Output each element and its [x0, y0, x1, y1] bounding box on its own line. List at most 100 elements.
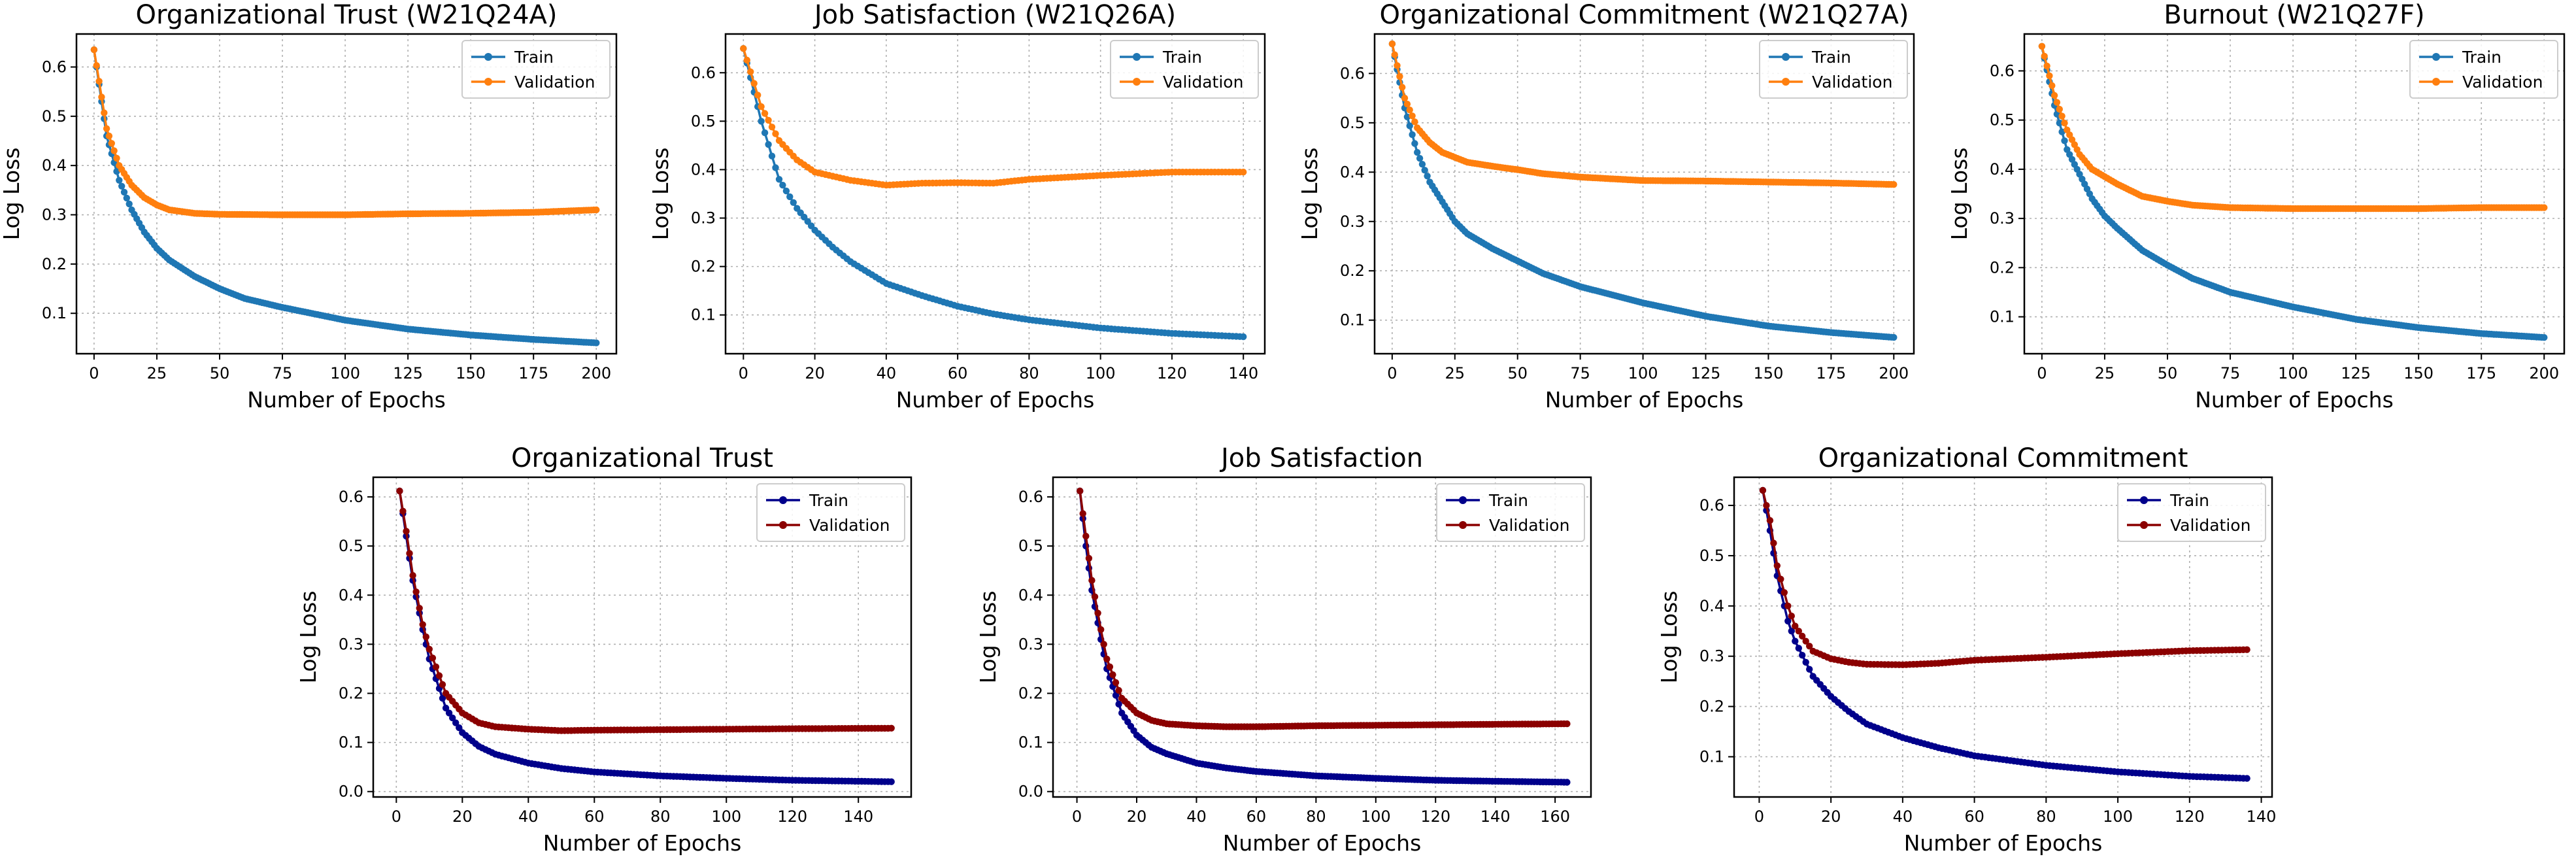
x-tick-label: 80 [650, 807, 671, 826]
data-point [416, 605, 423, 612]
data-point [1409, 131, 1416, 139]
chart-title: Organizational Trust (W21Q24A) [135, 0, 557, 30]
data-point [2243, 646, 2250, 653]
data-point [432, 663, 440, 671]
data-point [1795, 628, 1802, 635]
x-tick-label: 100 [1361, 807, 1391, 826]
legend-label: Validation [809, 516, 890, 535]
x-tick-label: 140 [1228, 364, 1258, 382]
data-point [2046, 72, 2053, 80]
chart-title: Organizational Trust [511, 443, 773, 473]
legend-box [756, 483, 905, 542]
x-tick-label: 60 [1246, 807, 1267, 826]
data-point [1411, 118, 1418, 126]
data-point [768, 152, 776, 160]
x-tick-label: 140 [2247, 807, 2277, 826]
data-point [1564, 779, 1571, 786]
x-tick-label: 125 [2341, 364, 2371, 382]
data-point [439, 681, 446, 688]
data-point [1396, 73, 1403, 80]
y-tick-label: 0.2 [42, 255, 67, 273]
data-point [2053, 99, 2061, 106]
data-point [761, 110, 769, 117]
legend-box [461, 40, 611, 99]
data-point [1115, 686, 1122, 694]
y-tick-label: 0.0 [1018, 783, 1043, 801]
data-point [403, 528, 410, 535]
plot-frame [2023, 33, 2566, 355]
legend: Train Validation [756, 483, 905, 542]
x-axis-label: Number of Epochs [1545, 387, 1744, 413]
data-point [1106, 663, 1114, 671]
data-point [101, 109, 108, 116]
data-point [2056, 105, 2063, 113]
x-tick-label: 60 [584, 807, 605, 826]
x-tick-label: 60 [1964, 807, 1984, 826]
data-point [754, 92, 761, 99]
y-tick-label: 0.5 [339, 537, 363, 555]
data-point [1766, 516, 1774, 524]
y-tick-label: 0.3 [42, 206, 67, 224]
legend: Train Validation [2117, 483, 2266, 542]
legend-marker [779, 521, 787, 529]
x-tick-label: 25 [1445, 364, 1465, 382]
data-point [1394, 62, 1401, 69]
data-point [2061, 137, 2068, 144]
data-point [118, 182, 125, 190]
x-tick-label: 100 [330, 364, 360, 382]
x-tick-label: 40 [1186, 807, 1207, 826]
data-point [1806, 643, 1813, 650]
y-axis-label: Log Loss [295, 591, 321, 684]
data-point [1564, 720, 1571, 728]
data-point [1403, 113, 1411, 120]
data-point [1788, 613, 1795, 620]
legend: Train Validation [1110, 40, 1259, 99]
data-point [1806, 666, 1813, 673]
y-tick-label: 0.4 [691, 160, 716, 178]
series-validation [396, 487, 895, 734]
data-point [1091, 593, 1099, 600]
data-point [1085, 554, 1093, 562]
data-point [442, 704, 450, 712]
x-tick-label: 120 [1420, 807, 1450, 826]
legend-label: Train [1811, 48, 1851, 67]
data-point [593, 206, 600, 214]
legend-label: Train [2462, 48, 2501, 67]
data-point [1088, 577, 1096, 584]
data-point [406, 550, 413, 557]
data-point [2541, 204, 2548, 211]
data-point [445, 709, 453, 717]
data-point [1777, 575, 1784, 583]
y-tick-label: 0.6 [1340, 64, 1365, 82]
x-tick-label: 20 [1821, 807, 1841, 826]
y-tick-label: 0.6 [691, 63, 716, 82]
legend-marker [1459, 521, 1467, 529]
data-point [888, 778, 895, 785]
y-tick-label: 0.0 [339, 783, 363, 801]
legend-label: Train [1488, 491, 1528, 510]
chart-panel-6: 0 20 40 60 80 100 120 140 160 0.0 0.1 0.2 0.3 0.4 0.5 0… [975, 443, 1592, 856]
data-point [1416, 155, 1424, 162]
data-point [439, 694, 446, 702]
data-point [1781, 589, 1788, 596]
chart-title: Burnout (W21Q27F) [2164, 0, 2424, 30]
x-tick-label: 60 [948, 364, 968, 382]
data-point [1421, 167, 1428, 174]
data-point [1391, 51, 1398, 58]
x-tick-label: 100 [1628, 364, 1658, 382]
x-tick-label: 125 [1691, 364, 1721, 382]
x-tick-label: 0 [89, 364, 99, 382]
y-tick-label: 0.3 [1340, 212, 1365, 231]
data-point [2038, 42, 2046, 50]
series-train [1077, 487, 1571, 786]
data-point [1773, 562, 1781, 569]
data-point [1792, 637, 1799, 645]
data-point [1097, 626, 1105, 634]
data-point [1799, 632, 1806, 640]
data-point [1240, 169, 1247, 176]
y-tick-label: 0.6 [1990, 61, 2015, 80]
data-point [108, 140, 115, 147]
x-axis-label: Number of Epochs [1223, 830, 1422, 856]
data-point [409, 572, 416, 579]
